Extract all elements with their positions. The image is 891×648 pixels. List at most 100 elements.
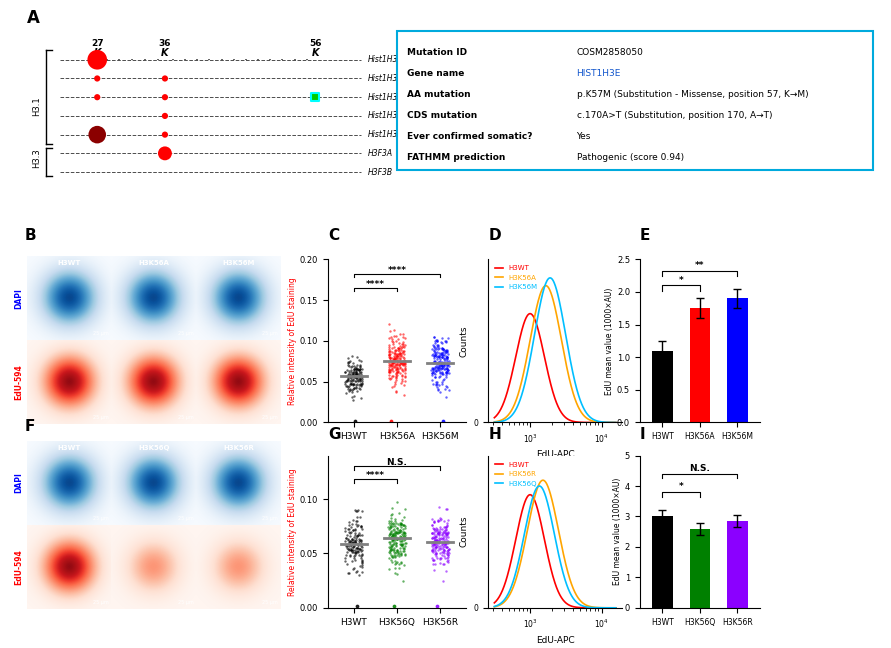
Point <box>393 329 407 340</box>
Point <box>395 359 409 369</box>
Point <box>396 345 411 356</box>
Point <box>425 514 439 524</box>
Point <box>397 368 412 378</box>
Point <box>392 360 406 370</box>
Text: K: K <box>94 48 101 58</box>
Point <box>347 372 361 382</box>
Point <box>394 358 408 369</box>
H3K56A <box>610 419 621 426</box>
Point <box>392 548 406 559</box>
Point <box>433 388 447 398</box>
Point <box>382 349 396 359</box>
Point <box>385 358 399 368</box>
Point <box>346 546 360 557</box>
Point <box>397 534 412 544</box>
Point <box>387 528 401 538</box>
Point <box>427 540 441 550</box>
Point <box>397 527 412 538</box>
Point <box>352 365 366 375</box>
Point <box>388 368 403 378</box>
Point <box>437 522 451 532</box>
Point <box>432 380 446 390</box>
Point <box>348 516 363 526</box>
Text: AA mutation: AA mutation <box>406 90 470 99</box>
Point <box>384 509 398 520</box>
Point <box>429 354 444 364</box>
Point <box>354 538 368 549</box>
Point <box>356 555 370 565</box>
Text: FATHMM prediction: FATHMM prediction <box>406 153 505 162</box>
H3WT <box>610 419 621 426</box>
Point <box>388 349 403 359</box>
Point <box>437 548 451 558</box>
Point <box>387 518 401 529</box>
Point <box>392 559 406 570</box>
Point <box>394 532 408 542</box>
Point <box>397 538 412 548</box>
Point <box>347 372 362 382</box>
Point <box>437 545 451 555</box>
Point <box>427 517 441 527</box>
Point <box>349 373 364 384</box>
H3K56M <box>610 419 621 426</box>
Point <box>387 534 401 544</box>
Point <box>341 358 356 368</box>
Point <box>436 344 450 354</box>
Point <box>438 524 453 535</box>
Point <box>350 531 364 541</box>
Text: .: . <box>292 49 296 62</box>
Point <box>346 378 360 389</box>
Point <box>353 367 367 377</box>
Point <box>393 359 407 369</box>
Point <box>432 533 446 543</box>
Point <box>391 334 405 344</box>
Point <box>388 331 402 341</box>
Point <box>429 352 444 362</box>
Point <box>385 531 399 541</box>
Point <box>346 538 360 548</box>
Point <box>385 536 399 546</box>
Point <box>432 351 446 362</box>
Point <box>425 344 439 354</box>
Point <box>344 371 358 381</box>
Point <box>344 522 358 532</box>
Point <box>429 549 443 559</box>
Text: N.S.: N.S. <box>690 464 710 473</box>
Point <box>388 360 402 371</box>
Point <box>438 345 453 355</box>
Line: H3K56M: H3K56M <box>495 278 616 422</box>
Point <box>393 356 407 366</box>
Point <box>432 548 446 559</box>
Point <box>349 521 364 531</box>
Text: **: ** <box>695 261 705 270</box>
Point <box>351 376 365 387</box>
Point <box>343 372 357 382</box>
Point <box>345 518 359 529</box>
Point <box>338 555 352 566</box>
Point <box>384 550 398 560</box>
Point <box>384 516 398 527</box>
Point <box>342 516 356 527</box>
Point <box>427 533 441 544</box>
Text: .: . <box>170 49 175 62</box>
Point <box>396 337 411 347</box>
Point <box>341 545 356 555</box>
Point <box>438 522 453 532</box>
Point <box>389 364 404 374</box>
Point <box>381 524 396 535</box>
Point <box>394 557 408 567</box>
Point <box>436 343 450 354</box>
Point <box>425 553 439 563</box>
Point <box>385 544 399 554</box>
Point <box>430 515 445 525</box>
Point <box>392 526 406 537</box>
Point <box>435 550 449 561</box>
Text: H3F3A: H3F3A <box>368 149 393 158</box>
Point <box>441 544 455 554</box>
Point <box>388 358 402 368</box>
Point <box>339 553 353 564</box>
Point <box>437 353 451 364</box>
Text: 25 μm: 25 μm <box>93 331 109 336</box>
Text: c.170A>T (Substitution, position 170, A→T): c.170A>T (Substitution, position 170, A→… <box>576 111 772 120</box>
Point <box>347 525 361 535</box>
